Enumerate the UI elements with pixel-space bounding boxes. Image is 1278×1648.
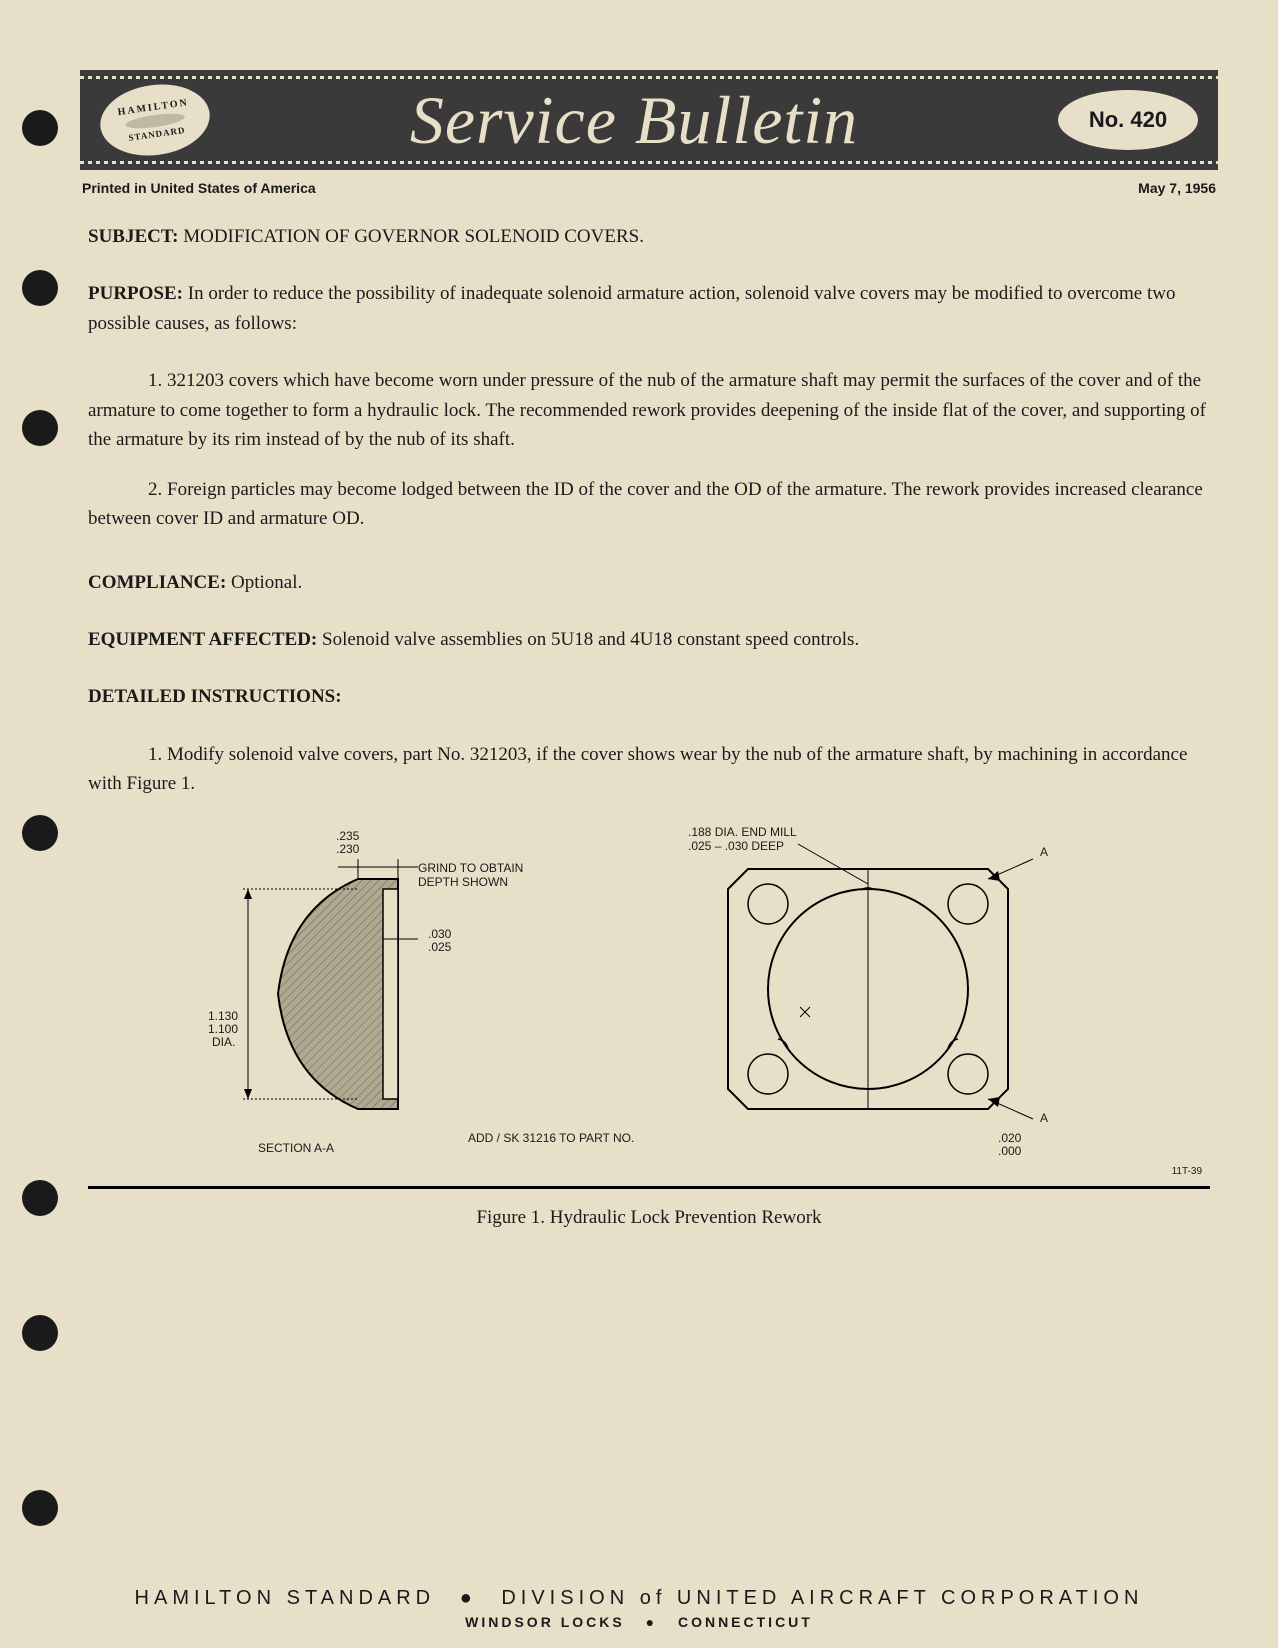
instructions-label: DETAILED INSTRUCTIONS: bbox=[88, 686, 342, 707]
equipment-line: EQUIPMENT AFFECTED: Solenoid valve assem… bbox=[88, 625, 1210, 654]
punch-hole bbox=[22, 1490, 58, 1526]
page: HAMILTON STANDARD Service Bulletin No. 4… bbox=[0, 0, 1278, 1648]
subject-label: SUBJECT: bbox=[88, 226, 178, 247]
footer-city: WINDSOR LOCKS bbox=[465, 1614, 625, 1630]
dim-025: .025 bbox=[428, 940, 451, 954]
equipment-label: EQUIPMENT AFFECTED: bbox=[88, 629, 317, 650]
dim-000: .000 bbox=[998, 1144, 1021, 1158]
punch-hole bbox=[22, 1180, 58, 1216]
footer-state: CONNECTICUT bbox=[678, 1614, 813, 1630]
purpose-item-1: 1. 321203 covers which have become worn … bbox=[88, 366, 1210, 454]
footer-company: HAMILTON STANDARD bbox=[135, 1587, 436, 1609]
equipment-text: Solenoid valve assemblies on 5U18 and 4U… bbox=[322, 629, 859, 650]
figure-1-plan-view bbox=[678, 829, 1078, 1149]
bullet-icon: ● bbox=[460, 1587, 477, 1610]
footer-division: DIVISION of UNITED AIRCRAFT CORPORATION bbox=[501, 1587, 1143, 1609]
endmill-note: .188 DIA. END MILL .025 – .030 DEEP bbox=[688, 825, 797, 854]
header-band: HAMILTON STANDARD Service Bulletin No. 4… bbox=[80, 70, 1218, 170]
compliance-text: Optional. bbox=[231, 572, 302, 593]
dim-230: .230 bbox=[336, 842, 359, 856]
purpose-intro: PURPOSE: In order to reduce the possibil… bbox=[88, 279, 1210, 338]
footer-line-1: HAMILTON STANDARD ● DIVISION of UNITED A… bbox=[0, 1587, 1278, 1610]
bullet-icon: ● bbox=[646, 1614, 657, 1630]
meta-row: Printed in United States of America May … bbox=[82, 180, 1216, 196]
instructions-item-1: 1. Modify solenoid valve covers, part No… bbox=[88, 740, 1210, 799]
purpose-label: PURPOSE: bbox=[88, 283, 183, 304]
compliance-line: COMPLIANCE: Optional. bbox=[88, 568, 1210, 597]
punch-hole bbox=[22, 110, 58, 146]
footer-line-2: WINDSOR LOCKS ● CONNECTICUT bbox=[0, 1614, 1278, 1630]
hamilton-standard-logo: HAMILTON STANDARD bbox=[96, 78, 215, 163]
date-text: May 7, 1956 bbox=[1138, 180, 1216, 196]
dia-label: DIA. bbox=[212, 1035, 235, 1049]
printed-in-text: Printed in United States of America bbox=[82, 180, 316, 196]
subject-text: MODIFICATION OF GOVERNOR SOLENOID COVERS… bbox=[183, 226, 644, 247]
masthead-title: Service Bulletin bbox=[210, 81, 1058, 160]
figure-1: .235 .230 GRIND TO OBTAIN DEPTH SHOWN .0… bbox=[88, 819, 1210, 1189]
grind-note: GRIND TO OBTAIN DEPTH SHOWN bbox=[418, 861, 523, 890]
subject-line: SUBJECT: MODIFICATION OF GOVERNOR SOLENO… bbox=[88, 222, 1210, 251]
add-part-note: ADD / SK 31216 TO PART NO. bbox=[468, 1131, 634, 1145]
footer: HAMILTON STANDARD ● DIVISION of UNITED A… bbox=[0, 1587, 1278, 1630]
compliance-label: COMPLIANCE: bbox=[88, 572, 226, 593]
punch-hole bbox=[22, 270, 58, 306]
punch-hole bbox=[22, 815, 58, 851]
bulletin-number-badge: No. 420 bbox=[1058, 90, 1198, 150]
purpose-item-2: 2. Foreign particles may become lodged b… bbox=[88, 475, 1210, 534]
punch-hole bbox=[22, 1315, 58, 1351]
figure-1-caption: Figure 1. Hydraulic Lock Prevention Rewo… bbox=[88, 1203, 1210, 1232]
section-arrow-a-top: A bbox=[1040, 845, 1048, 859]
instructions-heading: DETAILED INSTRUCTIONS: bbox=[88, 682, 1210, 711]
drawing-number: 11T-39 bbox=[1172, 1164, 1202, 1180]
document-body: SUBJECT: MODIFICATION OF GOVERNOR SOLENO… bbox=[80, 222, 1218, 1232]
section-label: SECTION A-A bbox=[258, 1141, 334, 1155]
purpose-text: In order to reduce the possibility of in… bbox=[88, 283, 1175, 333]
section-arrow-a-bot: A bbox=[1040, 1111, 1048, 1125]
punch-hole bbox=[22, 410, 58, 446]
